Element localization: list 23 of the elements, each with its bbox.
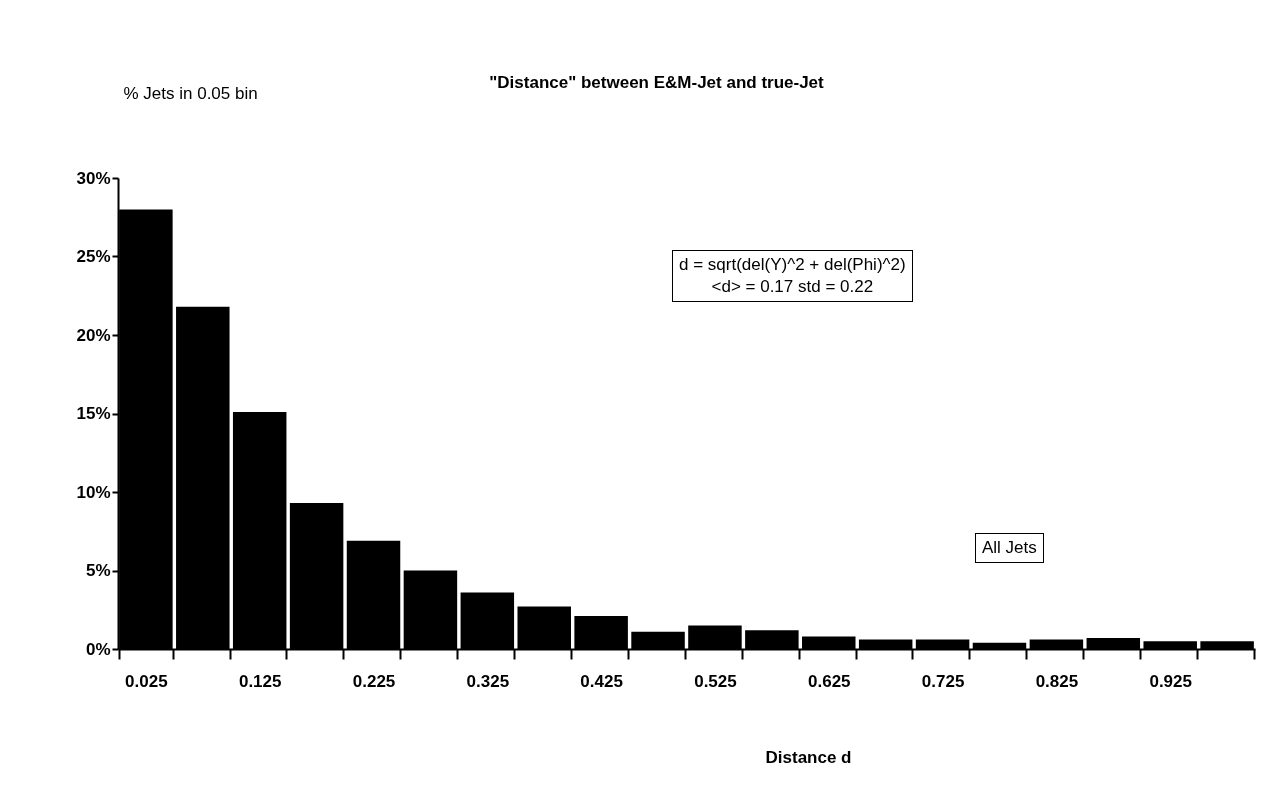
x-tick-label: 0.625 bbox=[807, 671, 851, 691]
x-tick-label: 0.225 bbox=[352, 671, 396, 691]
annotation: All Jets bbox=[975, 533, 1044, 564]
y-tick-label: 25% bbox=[76, 247, 111, 266]
annotation: <d> = 0.17 std = 0.22 bbox=[710, 276, 875, 299]
x-tick-label: 0.325 bbox=[466, 671, 510, 691]
x-tick-label: 0.825 bbox=[1035, 671, 1079, 691]
y-tick-label: 0% bbox=[85, 639, 111, 659]
annotation: d = sqrt(del(Y)^2 + del(Phi)^2) bbox=[679, 254, 906, 276]
y-axis-title: % Jets in 0.05 bin bbox=[123, 83, 258, 103]
y-tick-label: 10% bbox=[76, 482, 111, 502]
x-tick-label: 0.125 bbox=[238, 671, 282, 691]
y-tick-label: 20% bbox=[76, 325, 111, 345]
x-axis-title: Distance d bbox=[765, 747, 852, 767]
x-tick-label: 0.525 bbox=[694, 671, 737, 691]
chart-title: "Distance" between E&M-Jet and true-Jet bbox=[489, 73, 825, 92]
x-tick-label: 0.025 bbox=[125, 671, 168, 691]
x-tick-label: 0.425 bbox=[580, 671, 623, 691]
y-tick-label: 30% bbox=[76, 168, 111, 188]
y-tick-label: 5% bbox=[85, 561, 111, 580]
x-tick-label: 0.725 bbox=[921, 671, 965, 691]
y-tick-label: 15% bbox=[76, 404, 111, 423]
x-tick-label: 0.925 bbox=[1149, 671, 1192, 691]
